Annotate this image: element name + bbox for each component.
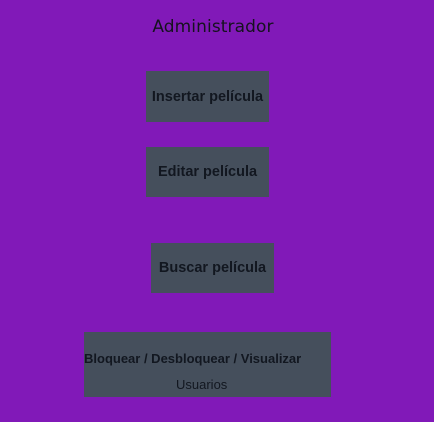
search-movie-button[interactable]: Buscar película xyxy=(151,243,274,293)
manage-users-label-line2: Usuarios xyxy=(176,377,228,392)
manage-users-button[interactable]: Bloquear / Desbloquear / Visualizar Usua… xyxy=(84,332,331,397)
edit-movie-label: Editar película xyxy=(157,164,258,180)
search-movie-label: Buscar película xyxy=(158,260,267,276)
page-title: Administrador xyxy=(152,17,274,37)
insert-movie-button[interactable]: Insertar película xyxy=(146,71,269,122)
manage-users-label-line1: Bloquear / Desbloquear / Visualizar xyxy=(84,351,302,366)
insert-movie-label: Insertar película xyxy=(151,88,264,105)
edit-movie-button[interactable]: Editar película xyxy=(146,147,269,197)
